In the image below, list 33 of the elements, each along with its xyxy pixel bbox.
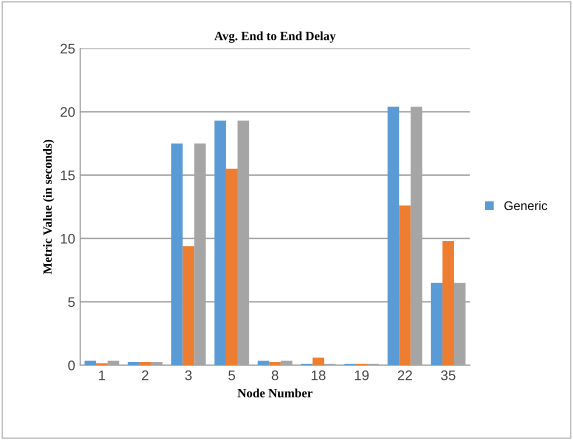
y-tick-label: 0: [68, 360, 75, 370]
y-axis-title: Metric Value (in seconds): [43, 140, 54, 274]
y-tick-label: 5: [68, 297, 75, 308]
chart-title: Avg. End to End Delay: [214, 31, 336, 43]
bar: [430, 282, 442, 366]
bar: [182, 246, 194, 366]
x-tick-label: 2: [142, 370, 148, 380]
bar: [171, 143, 183, 366]
x-tick-label: 18: [312, 370, 326, 380]
y-tick-label: 25: [60, 44, 75, 54]
x-tick-label: 1: [99, 370, 106, 380]
legend-label: Generic: [504, 200, 548, 210]
x-tick-label: 22: [398, 370, 412, 380]
x-tick-label: 19: [354, 370, 369, 380]
bar: [128, 362, 140, 366]
bar: [399, 206, 411, 366]
bar: [312, 358, 324, 366]
y-tick-label: 20: [60, 107, 75, 117]
x-tick-label: 35: [441, 370, 456, 380]
bar: [442, 241, 454, 366]
x-tick-label: 8: [272, 370, 278, 380]
x-tick-label: 5: [228, 370, 236, 380]
bar: [269, 362, 281, 366]
bar: [139, 362, 151, 366]
y-tick-label: 10: [60, 234, 75, 244]
y-tick-label: 15: [60, 170, 75, 180]
bar: [226, 168, 238, 366]
x-axis-title: Node Number: [238, 388, 312, 398]
bar: [388, 106, 400, 366]
bar: [258, 360, 270, 366]
bar: [214, 120, 226, 366]
x-tick-label: 3: [185, 370, 192, 380]
bar: [84, 360, 96, 366]
